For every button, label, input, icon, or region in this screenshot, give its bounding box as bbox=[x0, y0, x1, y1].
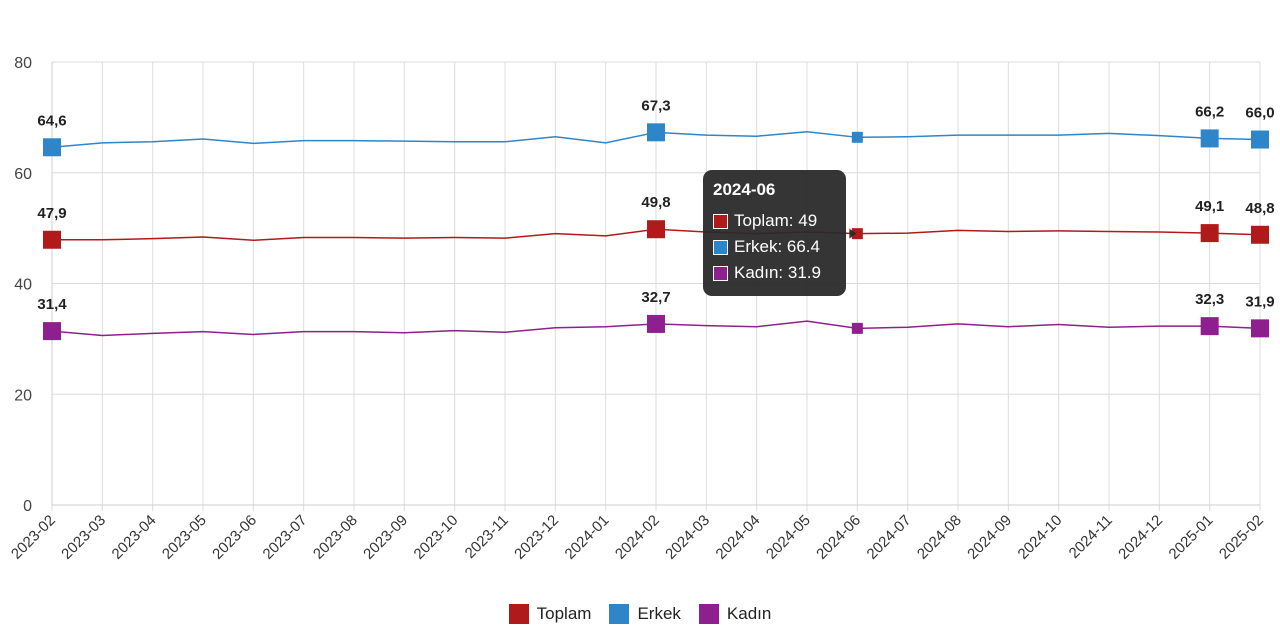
data-label: 66,2 bbox=[1195, 103, 1224, 120]
x-tick-label: 2024-10 bbox=[1015, 512, 1066, 563]
legend-swatch-toplam bbox=[508, 604, 529, 624]
y-tick-label: 40 bbox=[14, 277, 32, 294]
x-tick-label: 2024-04 bbox=[713, 512, 764, 563]
x-tick-label: 2023-10 bbox=[411, 512, 462, 563]
tooltip-row-kadin: Kadın: 31.9 bbox=[713, 260, 836, 286]
x-tick-label: 2023-06 bbox=[209, 512, 260, 563]
tooltip-text-toplam: Toplam: 49 bbox=[734, 211, 818, 230]
x-tick-label: 2024-01 bbox=[562, 512, 613, 563]
hover-tooltip: 2024-06 Toplam: 49 Erkek: 66.4 Kadın: 31… bbox=[703, 170, 846, 296]
data-point[interactable] bbox=[851, 228, 863, 240]
x-tick-label: 2025-02 bbox=[1216, 512, 1267, 563]
tooltip-swatch-kadin bbox=[713, 265, 728, 281]
x-tick-label: 2023-05 bbox=[159, 512, 210, 563]
x-tick-label: 2024-03 bbox=[662, 512, 713, 563]
data-label: 67,3 bbox=[641, 97, 670, 114]
x-tick-label: 2023-07 bbox=[260, 512, 311, 563]
tooltip-swatch-toplam bbox=[713, 213, 728, 229]
data-point[interactable] bbox=[1251, 130, 1269, 149]
data-point[interactable] bbox=[43, 322, 61, 341]
tooltip-row-toplam: Toplam: 49 bbox=[713, 208, 836, 234]
data-point[interactable] bbox=[851, 322, 863, 334]
data-label: 48,8 bbox=[1245, 200, 1274, 217]
data-label: 32,3 bbox=[1195, 291, 1224, 308]
x-tick-label: 2023-02 bbox=[8, 512, 59, 563]
legend-swatch-kadin bbox=[698, 604, 719, 624]
tooltip-pointer bbox=[849, 228, 857, 239]
x-tick-label: 2023-12 bbox=[511, 512, 562, 563]
x-tick-label: 2024-09 bbox=[964, 512, 1015, 563]
data-label: 32,7 bbox=[641, 289, 670, 306]
legend-label-kadin: Kadın bbox=[726, 604, 772, 623]
y-tick-label: 20 bbox=[14, 387, 32, 404]
legend: Toplam Erkek Kadın bbox=[0, 600, 1280, 628]
x-tick-label: 2023-09 bbox=[360, 512, 411, 563]
x-tick-label: 2024-02 bbox=[612, 512, 663, 563]
tooltip-text-kadin: Kadın: 31.9 bbox=[734, 263, 821, 282]
legend-item-toplam[interactable]: Toplam bbox=[508, 604, 592, 624]
legend-label-toplam: Toplam bbox=[536, 604, 592, 623]
legend-swatch-erkek bbox=[609, 604, 630, 624]
legend-item-kadin[interactable]: Kadın bbox=[698, 604, 772, 624]
data-label: 66,0 bbox=[1245, 105, 1274, 122]
data-point[interactable] bbox=[1200, 129, 1219, 148]
x-tick-label: 2025-01 bbox=[1166, 512, 1217, 563]
x-tick-label: 2024-08 bbox=[914, 512, 965, 563]
data-point[interactable] bbox=[1251, 225, 1269, 244]
x-tick-label: 2024-12 bbox=[1115, 512, 1166, 563]
data-point[interactable] bbox=[1200, 317, 1219, 336]
data-point[interactable] bbox=[647, 123, 665, 142]
x-tick-label: 2024-11 bbox=[1066, 512, 1116, 562]
y-tick-label: 0 bbox=[23, 498, 32, 515]
tooltip-title: 2024-06 bbox=[713, 180, 776, 199]
data-point[interactable] bbox=[647, 220, 665, 239]
legend-item-erkek[interactable]: Erkek bbox=[609, 604, 681, 624]
data-label: 31,4 bbox=[37, 296, 67, 313]
y-tick-label: 80 bbox=[14, 55, 32, 72]
data-point[interactable] bbox=[851, 131, 863, 143]
data-point[interactable] bbox=[647, 314, 665, 333]
x-tick-label: 2024-07 bbox=[864, 512, 915, 563]
data-point[interactable] bbox=[1251, 319, 1269, 338]
data-point[interactable] bbox=[43, 230, 61, 249]
tooltip-swatch-erkek bbox=[713, 239, 728, 255]
tooltip-row-erkek: Erkek: 66.4 bbox=[713, 234, 836, 260]
data-label: 47,9 bbox=[37, 205, 66, 222]
data-point[interactable] bbox=[1200, 224, 1219, 243]
data-label: 31,9 bbox=[1245, 293, 1274, 310]
legend-label-erkek: Erkek bbox=[637, 604, 681, 623]
tooltip-text-erkek: Erkek: 66.4 bbox=[734, 237, 820, 256]
data-label: 64,6 bbox=[37, 112, 66, 129]
x-tick-label: 2023-11 bbox=[462, 512, 512, 562]
x-tick-label: 2023-04 bbox=[109, 512, 160, 563]
x-tick-label: 2024-06 bbox=[813, 512, 864, 563]
data-point[interactable] bbox=[43, 138, 61, 157]
data-label: 49,1 bbox=[1195, 198, 1224, 215]
x-tick-label: 2023-03 bbox=[58, 512, 109, 563]
y-tick-label: 60 bbox=[14, 166, 32, 183]
x-tick-label: 2023-08 bbox=[310, 512, 361, 563]
x-tick-label: 2024-05 bbox=[763, 512, 814, 563]
data-label: 49,8 bbox=[641, 194, 670, 211]
